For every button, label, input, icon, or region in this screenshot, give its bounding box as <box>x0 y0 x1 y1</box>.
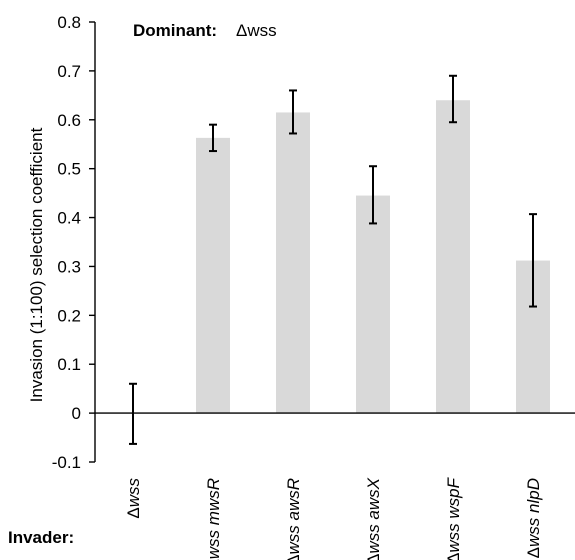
y-tick-label: 0.6 <box>57 111 81 130</box>
x-category-prefix: Δ <box>284 555 303 560</box>
annotation-dominant-label: Dominant: <box>133 21 217 40</box>
bar <box>356 195 390 414</box>
x-category-name: wss <box>124 478 143 508</box>
x-category-name: wss wspF <box>444 476 463 552</box>
x-category-prefix: Δ <box>364 554 383 560</box>
y-tick-label: 0.1 <box>57 355 81 374</box>
bar <box>436 100 470 414</box>
x-category-label: Δwss <box>124 478 143 519</box>
x-category-label: Δwss mwsR <box>204 478 223 560</box>
x-category-label: Δwss wspF <box>444 476 463 560</box>
y-tick-label: 0.5 <box>57 160 81 179</box>
x-category-name: wss mwsR <box>204 478 223 559</box>
x-category-name: wss awsX <box>364 477 383 553</box>
y-tick-label: 0.7 <box>57 62 81 81</box>
x-category-label: Δwss nlpD <box>524 478 543 558</box>
y-tick-label: -0.1 <box>52 453 81 472</box>
y-axis-title: Invasion (1:100) selection coefficient <box>27 127 46 402</box>
x-category-prefix: Δ <box>524 547 543 558</box>
x-category-name: wss nlpD <box>524 478 543 547</box>
y-tick-label: 0.8 <box>57 13 81 32</box>
annotation-dominant-value: Δwss <box>236 21 277 40</box>
y-tick-label: 0.3 <box>57 257 81 276</box>
bar <box>196 137 230 414</box>
x-category-prefix: Δ <box>124 507 143 518</box>
axes <box>94 22 575 462</box>
y-tick-label: 0 <box>72 404 81 423</box>
x-category-name: wss awsR <box>284 478 303 555</box>
y-tick-label: 0.4 <box>57 209 81 228</box>
x-category-label: Δwss awsR <box>284 478 303 560</box>
chart-annotation: Dominant: Δwss <box>133 21 277 40</box>
bars-group <box>196 100 550 414</box>
x-category-prefix: Δ <box>444 553 463 560</box>
error-bars-group <box>129 74 537 445</box>
y-tick-label: 0.2 <box>57 306 81 325</box>
x-axis-prefix-label: Invader: <box>8 528 74 547</box>
bar <box>276 112 310 414</box>
y-axis-ticks: 0.8 0.7 0.6 0.5 0.4 0.3 0.2 0.1 0 -0.1 <box>52 13 95 472</box>
x-category-label: Δwss awsX <box>364 477 383 560</box>
